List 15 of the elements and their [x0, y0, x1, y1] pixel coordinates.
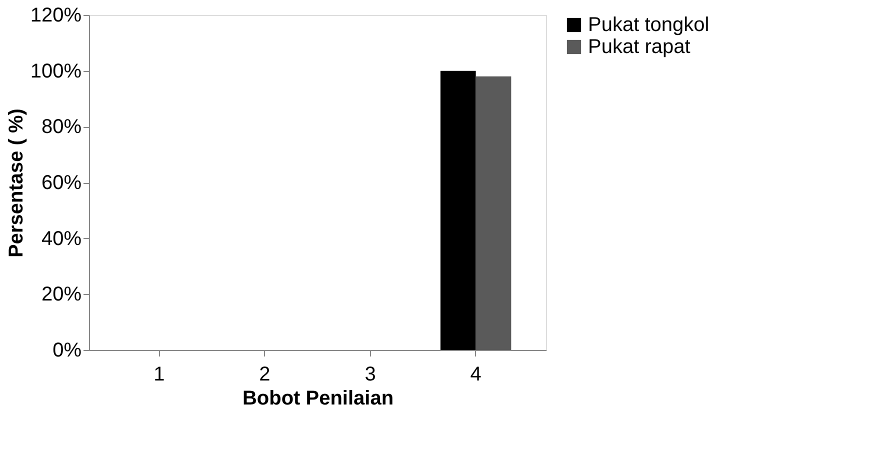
x-tick-label: 4 [470, 364, 482, 386]
y-axis-title: Persentase ( %) [5, 108, 28, 258]
x-tick-label: 1 [154, 364, 165, 386]
y-tick-label: 100% [30, 60, 82, 82]
y-tick-label: 40% [41, 228, 82, 250]
y-tick-label: 0% [52, 340, 82, 362]
x-tick-label: 3 [364, 364, 376, 386]
legend-label: Pukat tongkol [588, 14, 710, 36]
x-axis-title: Bobot Penilaian [242, 388, 394, 410]
y-tick-label: 20% [41, 284, 82, 306]
y-tick-label: 120% [30, 4, 82, 26]
y-tick-label: 80% [41, 116, 82, 138]
y-tick-label: 60% [41, 172, 82, 194]
legend-label: Pukat rapat [588, 36, 691, 58]
x-tick-label: 2 [259, 364, 270, 386]
